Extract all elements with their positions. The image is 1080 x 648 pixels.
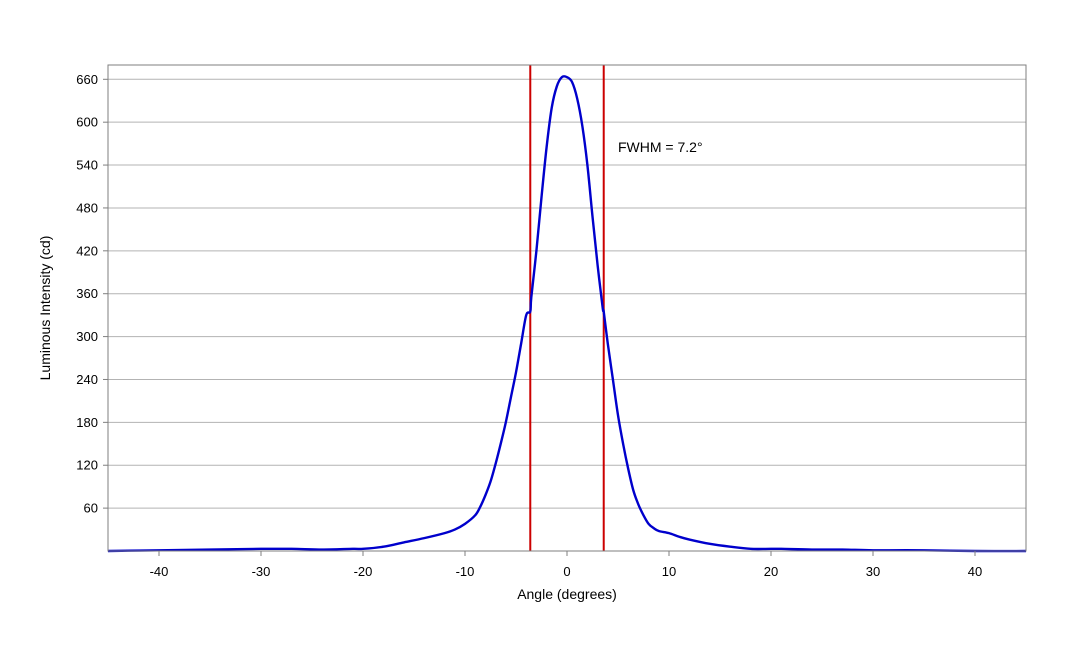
y-axis-title: Luminous Intensity (cd) — [37, 236, 53, 381]
series-layer — [107, 75, 1027, 553]
gridlines — [108, 78, 1026, 509]
x-tick-label-7: 30 — [866, 564, 880, 579]
x-tick-label-5: 10 — [662, 564, 676, 579]
x-tick-label-6: 20 — [764, 564, 778, 579]
fwhm-annotation: FWHM = 7.2° — [618, 139, 703, 155]
y-tick-label-6: 420 — [76, 243, 98, 258]
y-tick-label-8: 540 — [76, 158, 98, 173]
x-tick-label-2: -20 — [354, 564, 373, 579]
series-line-0 — [107, 75, 1027, 553]
y-tick-label-0: 60 — [84, 501, 98, 516]
y-tick-label-10: 660 — [76, 72, 98, 87]
x-axis: -40 -30 -20 -10 0 10 20 30 40 — [150, 551, 982, 579]
x-axis-title: Angle (degrees) — [517, 586, 617, 602]
y-tick-label-2: 180 — [76, 415, 98, 430]
plot-area — [108, 65, 1026, 551]
y-tick-label-5: 360 — [76, 286, 98, 301]
y-tick-label-7: 480 — [76, 200, 98, 215]
x-tick-label-4: 0 — [563, 564, 570, 579]
x-tick-label-3: -10 — [456, 564, 475, 579]
x-tick-label-1: -30 — [252, 564, 271, 579]
y-axis: 60 120 180 240 300 360 420 480 540 600 660 — [76, 72, 108, 516]
y-tick-label-1: 120 — [76, 458, 98, 473]
annotations: FWHM = 7.2° — [618, 139, 703, 155]
y-tick-label-9: 600 — [76, 115, 98, 130]
y-tick-label-3: 240 — [76, 372, 98, 387]
y-tick-label-4: 300 — [76, 329, 98, 344]
x-tick-label-8: 40 — [968, 564, 982, 579]
x-tick-label-0: -40 — [150, 564, 169, 579]
